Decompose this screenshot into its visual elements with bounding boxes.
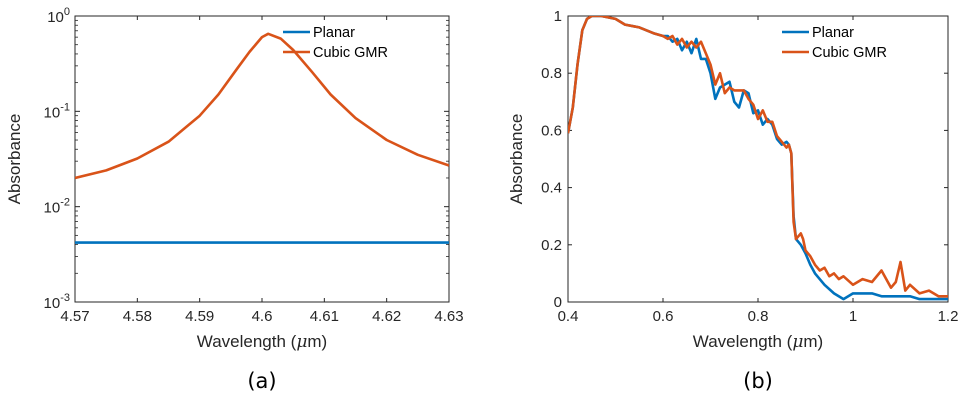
axes-box bbox=[567, 15, 949, 303]
x-tick-label: 4.63 bbox=[434, 308, 463, 325]
x-tick-label: 1 bbox=[849, 308, 857, 325]
x-tick-label: 4.57 bbox=[60, 308, 89, 325]
panel-label: (b) bbox=[743, 369, 773, 393]
y-tick-label: 100 bbox=[47, 6, 70, 26]
x-axis-label-main: Wavelength ( bbox=[693, 332, 793, 351]
y-axis-label: Absorbance bbox=[507, 114, 526, 205]
y-axis-label: Absorbance bbox=[5, 114, 24, 205]
legend-label: Planar bbox=[313, 25, 355, 41]
y-tick-base: 10 bbox=[47, 9, 64, 26]
x-axis-label-unit: m) bbox=[803, 332, 823, 351]
x-tick-label: 0.6 bbox=[653, 308, 674, 325]
x-axis-label-main: Wavelength ( bbox=[197, 332, 297, 351]
x-tick-label: 4.6 bbox=[252, 308, 273, 325]
y-tick-base: 10 bbox=[44, 104, 61, 121]
axes-box bbox=[74, 15, 450, 303]
x-axis-label: Wavelength (μm) bbox=[197, 332, 327, 352]
x-tick-label: 4.59 bbox=[185, 308, 214, 325]
y-tick-exponent: 0 bbox=[64, 6, 70, 18]
x-axis-label-unit: m) bbox=[307, 332, 327, 351]
x-tick-label: 4.62 bbox=[372, 308, 401, 325]
y-tick-label: 10-2 bbox=[44, 197, 70, 217]
x-axis-label: Wavelength (μm) bbox=[693, 332, 823, 352]
y-tick-label: 0.8 bbox=[541, 65, 562, 82]
y-tick-label: 0.2 bbox=[541, 237, 562, 254]
y-tick-label: 10-3 bbox=[44, 292, 70, 312]
x-tick-label: 1.2 bbox=[938, 308, 959, 325]
x-tick-label: 4.58 bbox=[123, 308, 152, 325]
y-tick-base: 10 bbox=[44, 295, 61, 312]
y-tick-label: 0 bbox=[554, 294, 562, 311]
panel-label: (a) bbox=[247, 369, 276, 393]
y-tick-label: 0.6 bbox=[541, 122, 562, 139]
y-tick-label: 10-1 bbox=[44, 101, 70, 121]
legend-label: Cubic GMR bbox=[313, 45, 388, 61]
y-tick-label: 0.4 bbox=[541, 180, 562, 197]
y-tick-base: 10 bbox=[44, 200, 61, 217]
chart-panel-a: 4.57 4.58 4.59 4.6 4.61 4.62 4.6310-310-210-11… bbox=[5, 6, 464, 393]
y-tick-exponent: -2 bbox=[60, 197, 70, 209]
legend-label: Cubic GMR bbox=[812, 45, 887, 61]
x-tick-label: 0.8 bbox=[748, 308, 769, 325]
series-line-cubic-gmr bbox=[568, 16, 948, 298]
x-tick-label: 4.61 bbox=[310, 308, 339, 325]
series-line-cubic-gmr bbox=[75, 32, 449, 180]
chart-panel-b: 0.4 0.6 0.8 1 1.2 0 0.2 0.4 0.6 0.8 1 Planar Cubic G… bbox=[507, 8, 958, 393]
x-tick-label: 0.4 bbox=[558, 308, 579, 325]
x-axis-label-mu: μ bbox=[296, 332, 307, 352]
legend-label: Planar bbox=[812, 25, 854, 41]
y-tick-exponent: -3 bbox=[60, 292, 70, 304]
y-tick-exponent: -1 bbox=[60, 101, 70, 113]
y-tick-label: 1 bbox=[554, 8, 562, 25]
x-axis-label-mu: μ bbox=[792, 332, 803, 352]
